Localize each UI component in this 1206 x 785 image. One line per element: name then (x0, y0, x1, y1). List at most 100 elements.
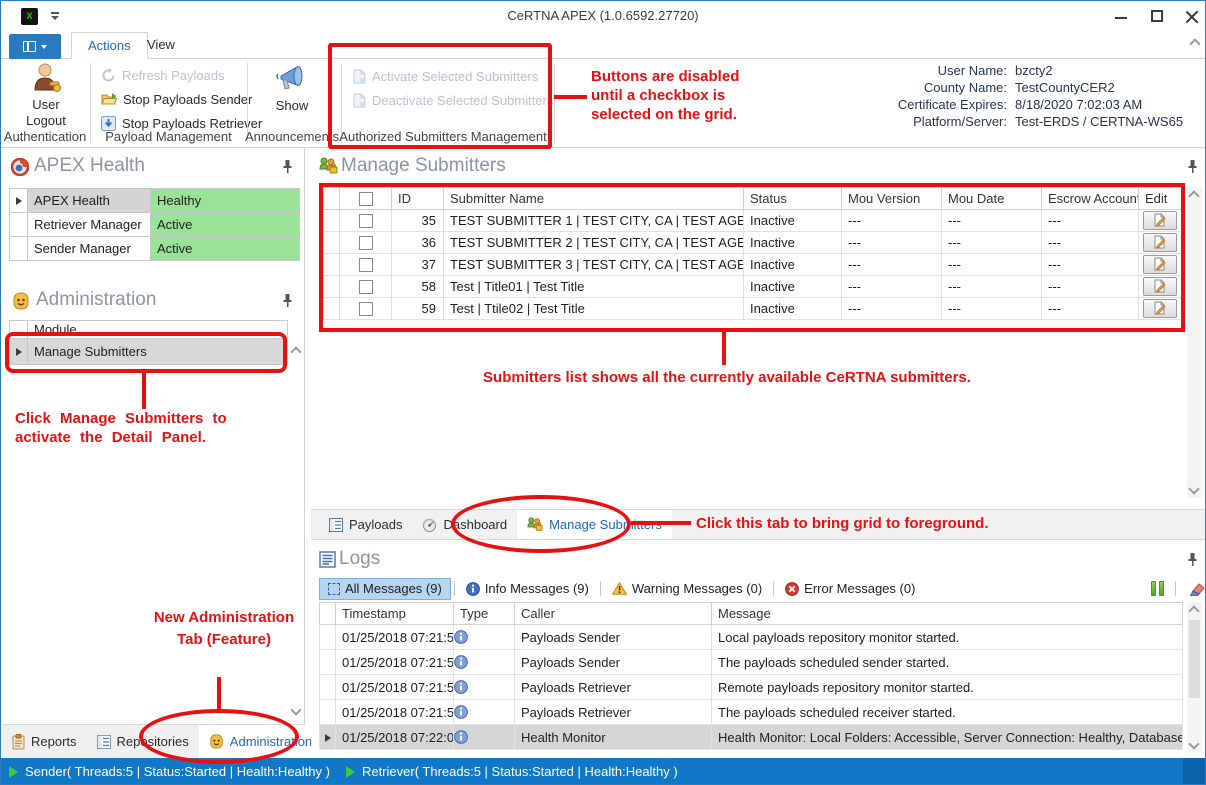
apex-health-icon (11, 158, 29, 176)
submitter-status: Inactive (743, 231, 842, 254)
annotation-connector (631, 521, 691, 525)
quick-access-toolbar-dropdown-icon[interactable] (50, 12, 60, 20)
log-row-selected[interactable]: 01/25/2018 07:22:00 Health Monitor Healt… (319, 724, 1183, 750)
edit-button[interactable] (1143, 298, 1177, 318)
log-row[interactable]: 01/25/2018 07:21:53 Payloads Retriever R… (319, 674, 1183, 700)
column-header-edit[interactable]: Edit (1138, 187, 1182, 210)
annotation-connector (142, 373, 146, 409)
row-checkbox[interactable] (358, 280, 373, 295)
minimize-button[interactable] (1105, 1, 1137, 31)
filter-warning-messages[interactable]: Warning Messages (0) (604, 578, 770, 600)
maximize-icon (1151, 10, 1163, 22)
divider (599, 581, 601, 596)
log-timestamp: 01/25/2018 07:21:53 (335, 674, 454, 700)
tab-actions[interactable]: Actions (71, 32, 148, 59)
tab-payloads[interactable]: Payloads (319, 510, 412, 539)
log-row[interactable]: 01/25/2018 07:21:53 Payloads Retriever T… (319, 699, 1183, 725)
submitter-row[interactable]: 37 TEST SUBMITTER 3 | TEST CITY, CA | TE… (323, 253, 1182, 276)
scroll-up-icon[interactable] (1188, 190, 1200, 202)
select-all-checkbox[interactable] (358, 192, 373, 207)
log-row[interactable]: 01/25/2018 07:21:51 Payloads Sender The … (319, 649, 1183, 675)
edit-button[interactable] (1143, 254, 1177, 274)
pin-icon[interactable] (282, 294, 293, 308)
column-header-timestamp[interactable]: Timestamp (335, 602, 454, 625)
group-label-authorized-submitters: Authorized Submitters Management (339, 129, 547, 144)
submitter-row[interactable]: 59 Test | Ttile02 | Test Title Inactive … (323, 297, 1182, 320)
column-header-name[interactable]: Submitter Name (443, 187, 744, 210)
filter-all-messages[interactable]: All Messages (9) (319, 577, 451, 600)
ribbon-collapse-icon[interactable] (1189, 38, 1201, 50)
edit-button[interactable] (1143, 232, 1177, 252)
column-header-mou-date[interactable]: Mou Date (941, 187, 1042, 210)
deactivate-selected-submitters-button[interactable]: Deactivate Selected Submitters (353, 89, 553, 111)
row-checkbox[interactable] (358, 302, 373, 317)
pin-icon[interactable] (282, 160, 293, 174)
close-button[interactable] (1175, 1, 1205, 31)
tab-view[interactable]: View (147, 37, 175, 52)
stop-payloads-retriever-button[interactable]: Stop Payloads Retriever (101, 112, 262, 134)
log-message: Remote payloads repository monitor start… (711, 674, 1183, 700)
annotation-admin-note: Click Manage Submitters to activate the … (15, 410, 227, 446)
refresh-payloads-button[interactable]: Refresh Payloads (101, 64, 225, 86)
vertical-scrollbar[interactable] (1187, 602, 1202, 752)
ribbon-tab-row: Actions View (1, 32, 1205, 59)
vertical-scrollbar[interactable] (1187, 187, 1202, 498)
scroll-down-icon[interactable] (1188, 483, 1200, 495)
column-header-mou-version[interactable]: Mou Version (841, 187, 942, 210)
pin-icon[interactable] (1187, 160, 1198, 174)
eraser-icon[interactable] (1187, 581, 1205, 596)
filter-info-messages[interactable]: Info Messages (9) (458, 578, 597, 600)
health-row[interactable]: APEX Health Healthy (9, 188, 300, 213)
log-message: Health Monitor: Local Folders: Accessibl… (711, 724, 1183, 750)
submitter-row[interactable]: 36 TEST SUBMITTER 2 | TEST CITY, CA | TE… (323, 231, 1182, 254)
info-icon (454, 655, 468, 669)
maximize-button[interactable] (1141, 1, 1173, 31)
info-icon (454, 680, 468, 694)
info-icon (465, 581, 480, 596)
health-metric-value: Active (150, 212, 300, 237)
log-timestamp: 01/25/2018 07:21:53 (335, 699, 454, 725)
annotation-rect-submitters-grid (319, 183, 1185, 332)
app-menu-icon (23, 41, 36, 52)
column-header-status[interactable]: Status (743, 187, 842, 210)
scroll-down-icon[interactable] (290, 704, 302, 716)
health-row[interactable]: Retriever Manager Active (9, 212, 300, 237)
log-row[interactable]: 01/25/2018 07:21:51 Payloads Sender Loca… (319, 624, 1183, 650)
row-arrow-icon (324, 733, 331, 742)
pause-icon[interactable] (1151, 581, 1164, 596)
scroll-up-icon[interactable] (1188, 605, 1200, 617)
edit-button[interactable] (1143, 210, 1177, 230)
row-checkbox[interactable] (358, 214, 373, 229)
row-selector (319, 699, 336, 725)
submitter-row[interactable]: 35 TEST SUBMITTER 1 | TEST CITY, CA | TE… (323, 209, 1182, 232)
health-row[interactable]: Sender Manager Active (9, 236, 300, 261)
submitter-id: 37 (391, 253, 444, 276)
app-menu-button[interactable] (9, 34, 61, 59)
scrollbar-thumb[interactable] (1189, 620, 1200, 698)
submitter-name: TEST SUBMITTER 2 | TEST CITY, CA | TEST … (443, 231, 744, 254)
edit-button[interactable] (1143, 276, 1177, 296)
county-name-value: TestCountyCER2 (1015, 80, 1115, 95)
module-row-manage-submitters[interactable]: Manage Submitters (9, 338, 288, 365)
column-header-caller[interactable]: Caller (514, 602, 712, 625)
filter-error-messages[interactable]: Error Messages (0) (777, 578, 923, 600)
pin-icon[interactable] (1187, 553, 1198, 567)
column-header-type[interactable]: Type (453, 602, 515, 625)
column-header-id[interactable]: ID (391, 187, 444, 210)
apex-health-grid: APEX Health Healthy Retriever Manager Ac… (9, 188, 300, 261)
sidebar-tab-reports[interactable]: Reports (2, 725, 87, 758)
county-name-label: County Name: (923, 80, 1007, 95)
row-checkbox[interactable] (358, 236, 373, 251)
show-announcements-button[interactable]: Show (257, 62, 327, 113)
column-header-message[interactable]: Message (711, 602, 1183, 625)
scroll-down-icon[interactable] (1188, 738, 1200, 750)
stop-payloads-sender-button[interactable]: Stop Payloads Sender (101, 88, 252, 110)
submitter-id: 59 (391, 297, 444, 320)
activate-selected-submitters-button[interactable]: Activate Selected Submitters (353, 65, 538, 87)
row-arrow-icon (15, 348, 22, 356)
app-icon[interactable]: X (21, 8, 38, 25)
row-checkbox[interactable] (358, 258, 373, 273)
user-logout-button[interactable]: User Logout (13, 62, 79, 129)
scroll-up-icon[interactable] (290, 346, 302, 358)
checkbox-cell (339, 253, 392, 276)
